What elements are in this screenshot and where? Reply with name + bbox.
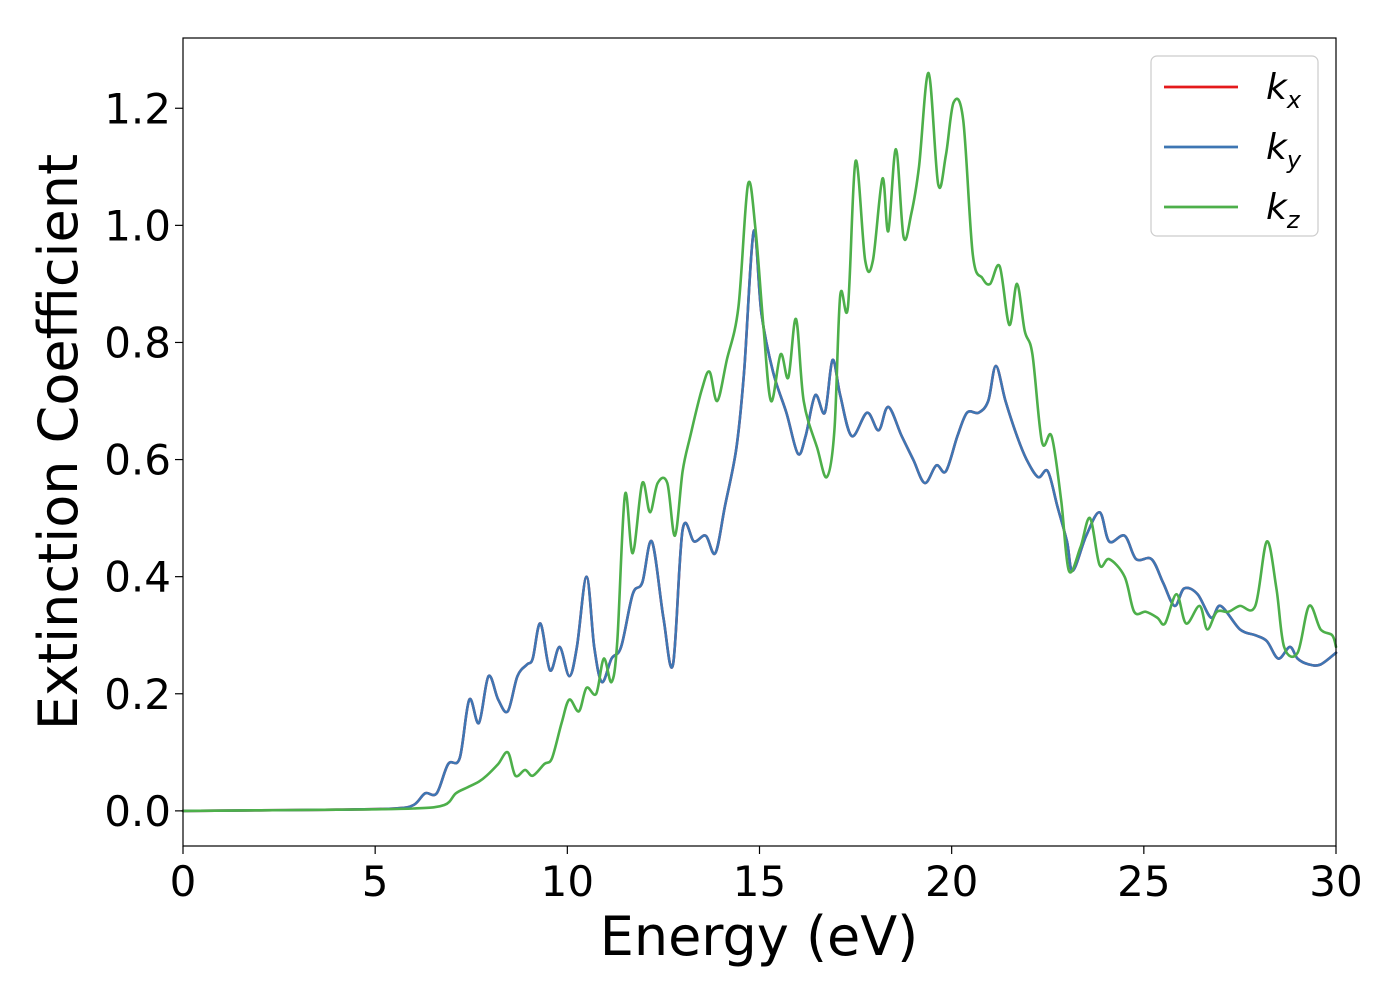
y-axis-title: Extinction Coefficient xyxy=(27,154,90,730)
y-tick-label: 0.4 xyxy=(104,553,171,602)
x-tick-label: 25 xyxy=(1117,857,1170,906)
x-tick-label: 5 xyxy=(362,857,389,906)
y-axis-ticks: 0.0 0.2 0.4 0.6 0.8 1.0 1.2 xyxy=(104,84,183,836)
y-tick-label: 0.8 xyxy=(104,318,171,367)
series-line-z xyxy=(181,71,1338,813)
x-tick-label: 20 xyxy=(925,857,978,906)
x-axis-ticks: 0 5 10 15 20 25 30 xyxy=(170,846,1363,906)
y-tick-label: 1.0 xyxy=(104,201,171,250)
legend-label-x: kx xyxy=(1266,67,1302,114)
series-layer xyxy=(181,71,1338,813)
x-tick-label: 30 xyxy=(1309,857,1362,906)
x-tick-label: 15 xyxy=(733,857,786,906)
series-line-x xyxy=(181,229,1338,813)
legend-label-y: ky xyxy=(1266,127,1302,174)
y-tick-label: 0.2 xyxy=(104,670,171,719)
x-axis-title: Energy (eV) xyxy=(600,905,919,968)
y-tick-label: 0.6 xyxy=(104,436,171,485)
legend-label-z: kz xyxy=(1266,187,1301,234)
y-tick-label: 0.0 xyxy=(104,787,171,836)
x-tick-label: 10 xyxy=(541,857,594,906)
series-line-y xyxy=(181,229,1338,813)
legend: kx ky kz xyxy=(1150,55,1319,237)
y-tick-label: 1.2 xyxy=(104,84,171,133)
x-tick-label: 0 xyxy=(170,857,197,906)
